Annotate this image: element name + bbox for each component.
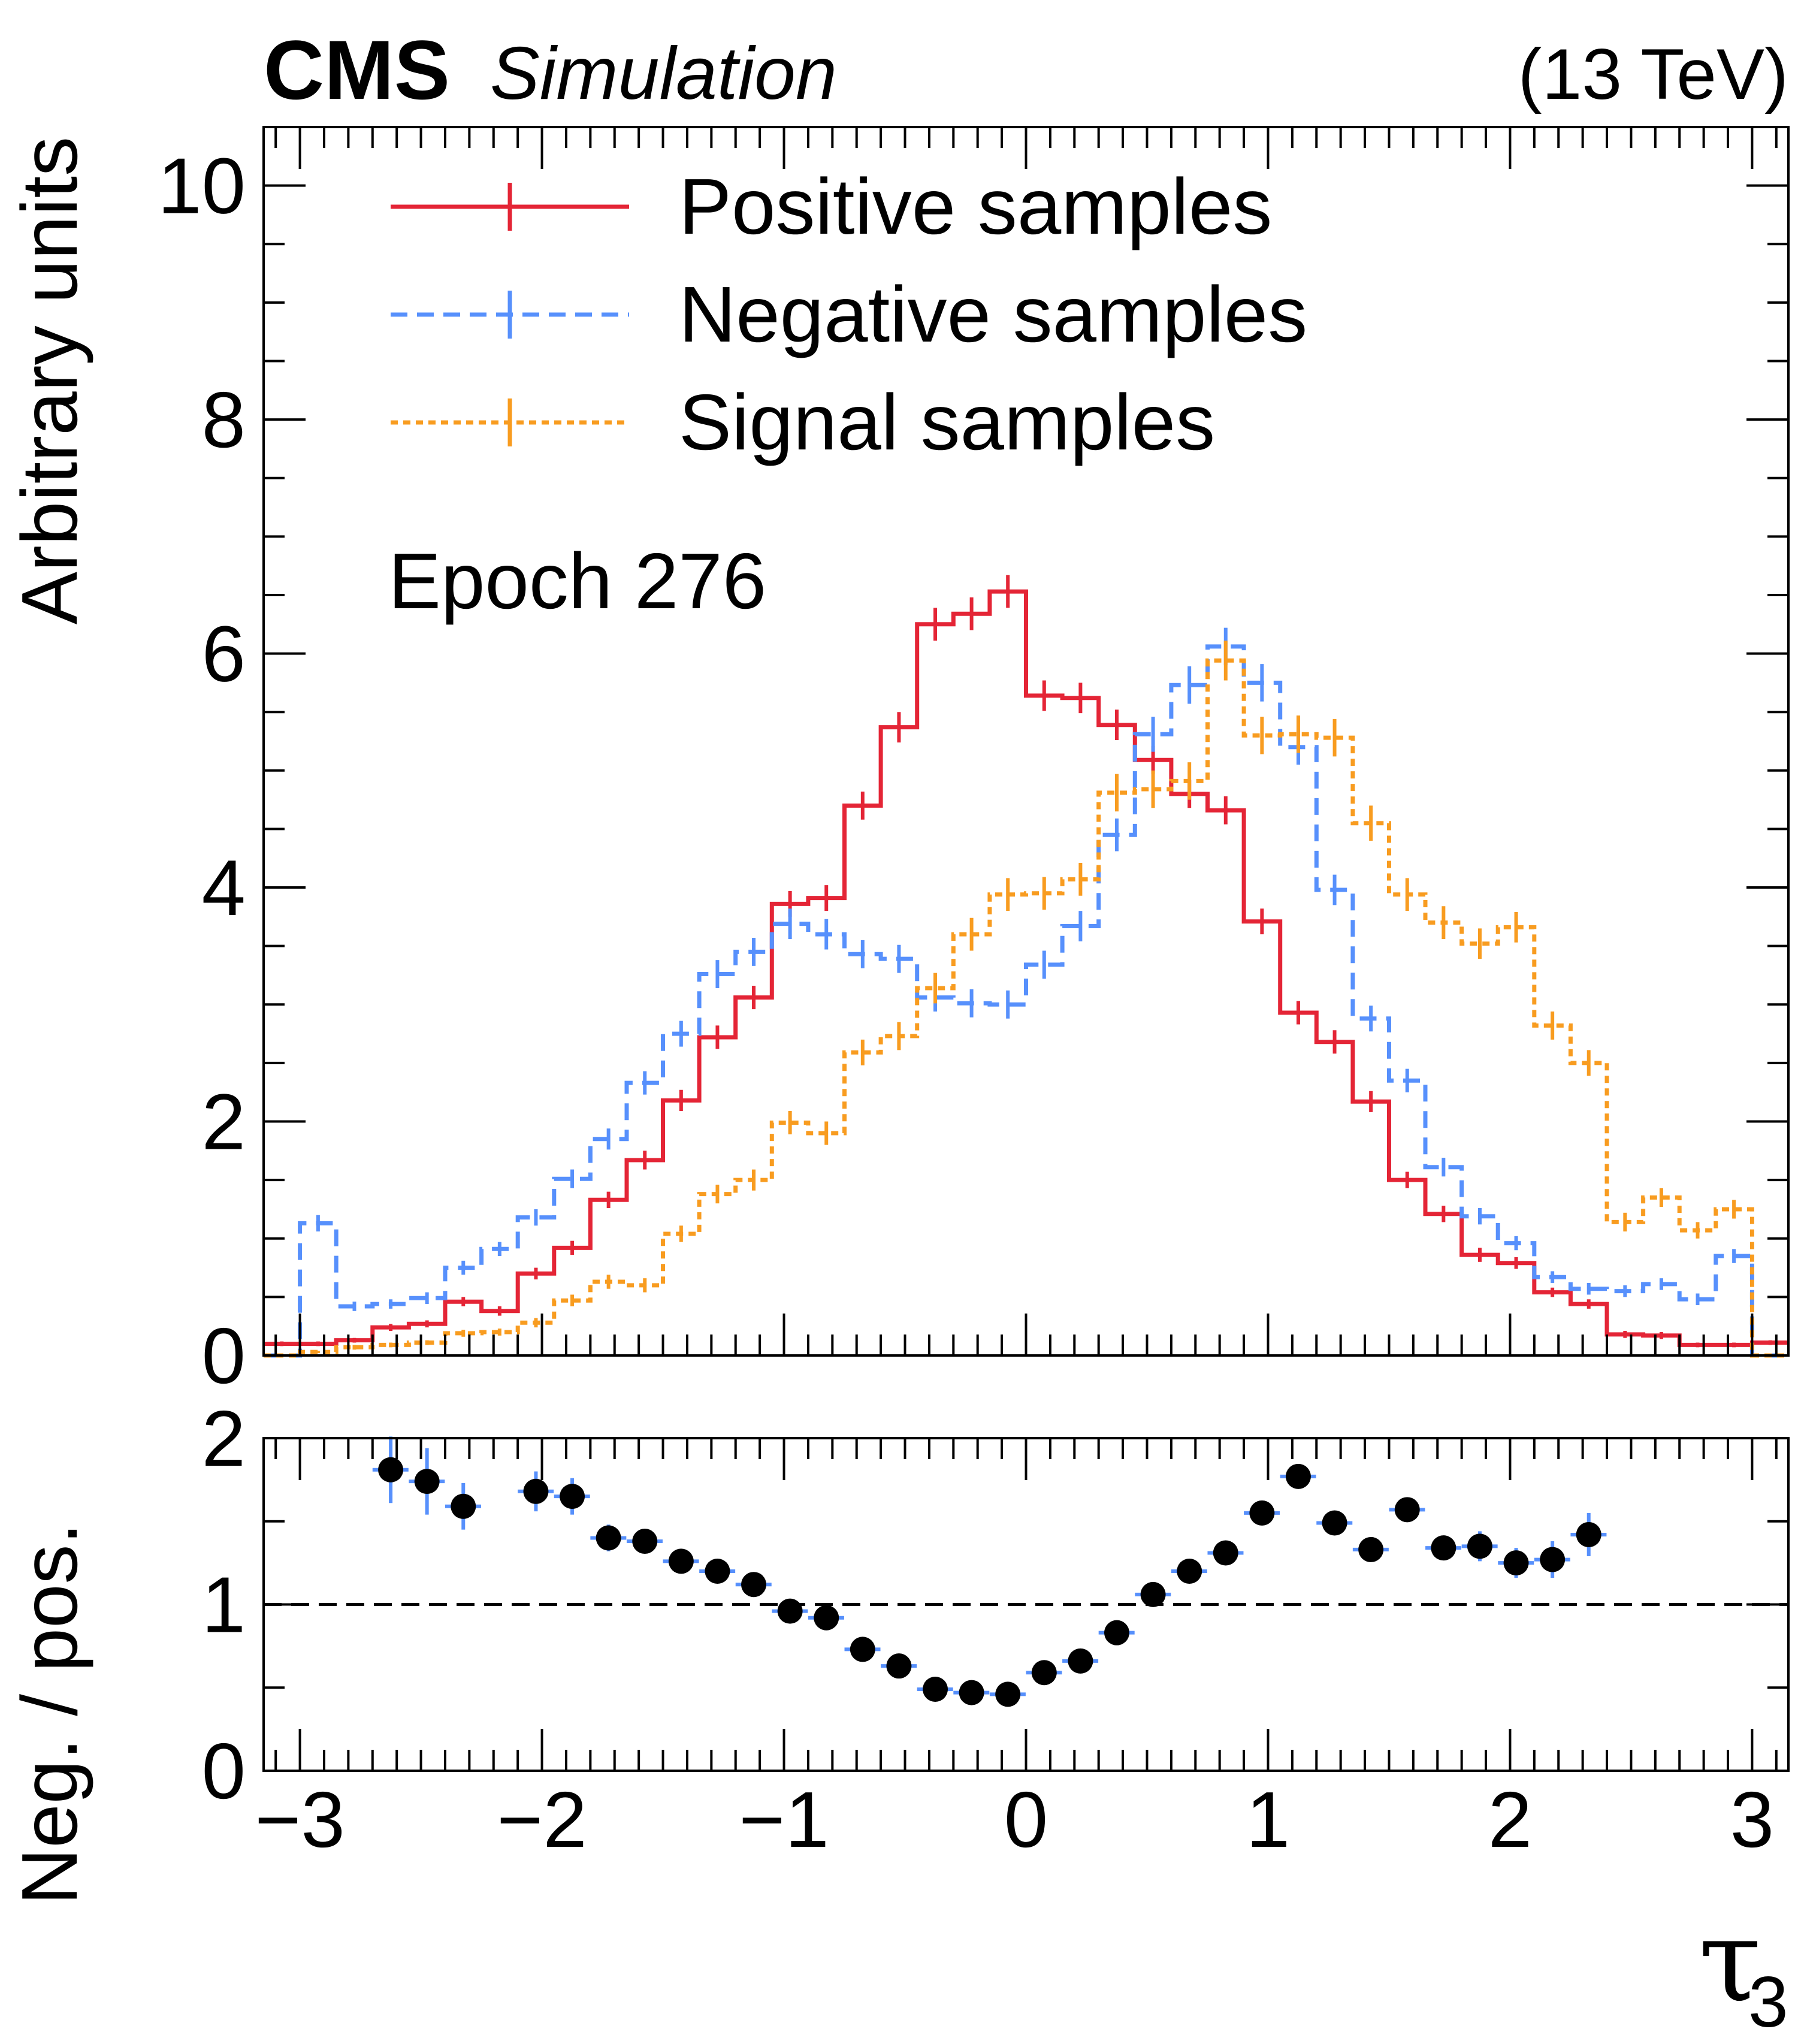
ratio-point — [668, 1548, 694, 1574]
ratio-point — [1177, 1559, 1202, 1584]
ratio-point — [777, 1598, 803, 1624]
ratio-point — [959, 1680, 984, 1705]
ratio-point — [995, 1681, 1021, 1707]
ratio-point — [378, 1457, 404, 1483]
ratio-y-tick-label: 0 — [202, 1727, 246, 1815]
main-y-tick-label: 4 — [202, 844, 246, 932]
ratio-point — [1467, 1533, 1492, 1559]
x-tick-label: 0 — [1004, 1776, 1048, 1864]
cms-logo: CMS — [264, 23, 450, 117]
ratio-point — [1394, 1497, 1420, 1523]
ratio-point — [414, 1469, 440, 1494]
main-y-tick-label: 2 — [202, 1078, 246, 1166]
energy-label: (13 TeV) — [1518, 34, 1788, 114]
ratio-point — [1358, 1536, 1384, 1562]
histogram-line-negative — [264, 644, 1788, 1358]
x-tick-label: 2 — [1488, 1776, 1532, 1864]
main-y-tick-label: 6 — [202, 610, 246, 698]
ratio-point — [1322, 1510, 1347, 1536]
main-y-tick-label: 10 — [158, 142, 246, 230]
epoch-annotation: Epoch 276 — [388, 537, 766, 625]
x-tick-label: 1 — [1246, 1776, 1290, 1864]
ratio-point — [1576, 1521, 1601, 1547]
ratio-panel: 0 1 2 −3 −2 −1 0 1 2 3 Neg. / pos. — [5, 1394, 1790, 1905]
ratio-y-axis-title: Neg. / pos. — [5, 1523, 93, 1905]
ratio-point — [1031, 1660, 1057, 1686]
x-axis-title-symbol: τ — [1699, 1895, 1761, 2027]
x-axis-title-subscript: 3 — [1748, 1962, 1788, 2042]
x-tick-label: −2 — [497, 1776, 587, 1864]
ratio-point — [1068, 1648, 1093, 1674]
ratio-y-tick-label: 1 — [202, 1561, 246, 1649]
ratio-point — [1431, 1535, 1456, 1561]
ratio-point — [741, 1572, 767, 1598]
ratio-point — [560, 1484, 585, 1509]
histogram-line-signal — [264, 658, 1788, 1358]
x-axis-title: τ 3 — [1699, 1895, 1788, 2042]
ratio-point — [1249, 1500, 1275, 1526]
main-y-axis-title: Arbitrary units — [5, 137, 93, 624]
ratio-point — [1503, 1550, 1529, 1576]
ratio-point — [1540, 1547, 1566, 1572]
ratio-point — [1285, 1463, 1311, 1489]
x-tick-label: −1 — [739, 1776, 829, 1864]
ratio-point — [1104, 1620, 1129, 1646]
x-tick-labels: −3 −2 −1 0 1 2 3 — [255, 1776, 1774, 1864]
ratio-point — [814, 1605, 839, 1631]
simulation-label: Simulation — [490, 32, 837, 115]
ratio-point — [705, 1559, 730, 1584]
ratio-point — [523, 1478, 549, 1504]
ratio-point — [886, 1653, 912, 1679]
ratio-axis-ticks — [264, 1437, 1788, 1772]
ratio-y-tick-labels: 0 1 2 — [202, 1394, 246, 1815]
ratio-points-group — [372, 1436, 1607, 1707]
main-y-tick-labels: 0 2 4 6 8 10 — [158, 142, 246, 1400]
legend: Positive samples Negative samples Signal… — [391, 162, 1307, 466]
main-y-tick-label: 0 — [202, 1312, 246, 1400]
ratio-point — [1140, 1581, 1166, 1607]
ratio-point — [1213, 1540, 1238, 1566]
legend-entry-signal: Signal samples — [391, 378, 1215, 466]
main-histogram-panel: 0 2 4 6 8 10 Arbitrary units — [5, 126, 1790, 1400]
main-series-group — [264, 575, 1788, 1358]
legend-entry-negative: Negative samples — [391, 270, 1307, 358]
ratio-point — [451, 1493, 476, 1519]
legend-label-positive: Positive samples — [679, 162, 1272, 250]
ratio-point — [850, 1637, 875, 1662]
main-axis-ticks — [264, 126, 1788, 1357]
ratio-point — [632, 1529, 658, 1554]
ratio-point — [923, 1677, 948, 1702]
x-tick-label: 3 — [1730, 1776, 1774, 1864]
legend-label-signal: Signal samples — [679, 378, 1215, 466]
x-tick-label: −3 — [255, 1776, 345, 1864]
legend-entry-positive: Positive samples — [391, 162, 1272, 250]
ratio-point — [596, 1525, 621, 1551]
ratio-y-tick-label: 2 — [202, 1394, 246, 1483]
legend-label-negative: Negative samples — [679, 270, 1307, 358]
main-y-tick-label: 8 — [202, 376, 246, 464]
